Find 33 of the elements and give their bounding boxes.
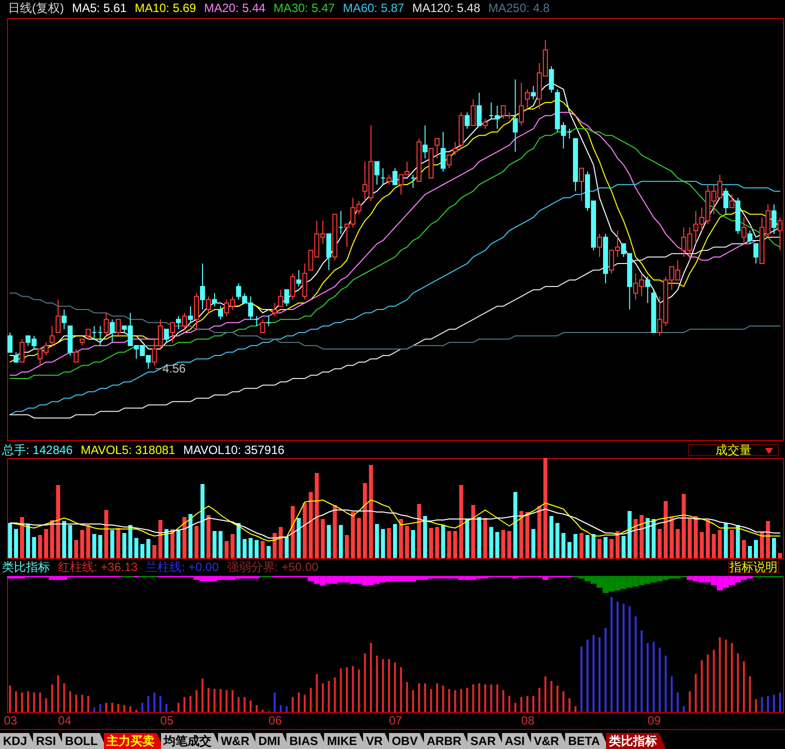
x-tick-label: 09 [647,714,662,728]
tab: BOLL [62,733,107,749]
text: 兰柱线: +0.00 [146,560,219,574]
text: MA60: 5.87 [342,1,404,15]
text: MA120: 5.48 [412,1,480,15]
x-tick-label: 03 [4,714,18,728]
text: MA20: 5.44 [204,1,266,15]
x-tick-label: 06 [268,714,282,728]
x-tick-label: 04 [58,714,72,728]
x-tick-label: 08 [521,714,535,728]
text: MAVOL10: 357916 [183,442,284,456]
button: 指标说明 [728,561,779,573]
tab: ASI [502,733,534,749]
tab: OBV [388,733,427,749]
text: MA10: 5.69 [134,1,196,15]
tab: VR [363,733,392,749]
tab: 类比指标 [606,733,666,749]
text: MA30: 5.47 [273,1,335,15]
x-tick-label: 05 [160,714,174,728]
tab: SAR [467,733,505,749]
chart-title: 类比指标 [2,560,50,574]
annotation: 4.56 [162,362,186,376]
text: MA250: 4.8 [488,1,550,15]
text: 红柱线: +36.13 [58,560,138,574]
tab: BETA [565,733,609,749]
chart-title: 总手: 142846 [2,442,73,456]
text: MAVOL5: 318081 [80,442,176,456]
x-tick-label: 07 [388,714,402,728]
tab: 主力买卖 [104,733,164,749]
chart-title: 日线(复权) [8,1,64,15]
tab: 均笔成交 [160,733,221,749]
text: 强弱分界: +50.00 [226,560,318,574]
text: MA5: 5.61 [72,1,127,15]
